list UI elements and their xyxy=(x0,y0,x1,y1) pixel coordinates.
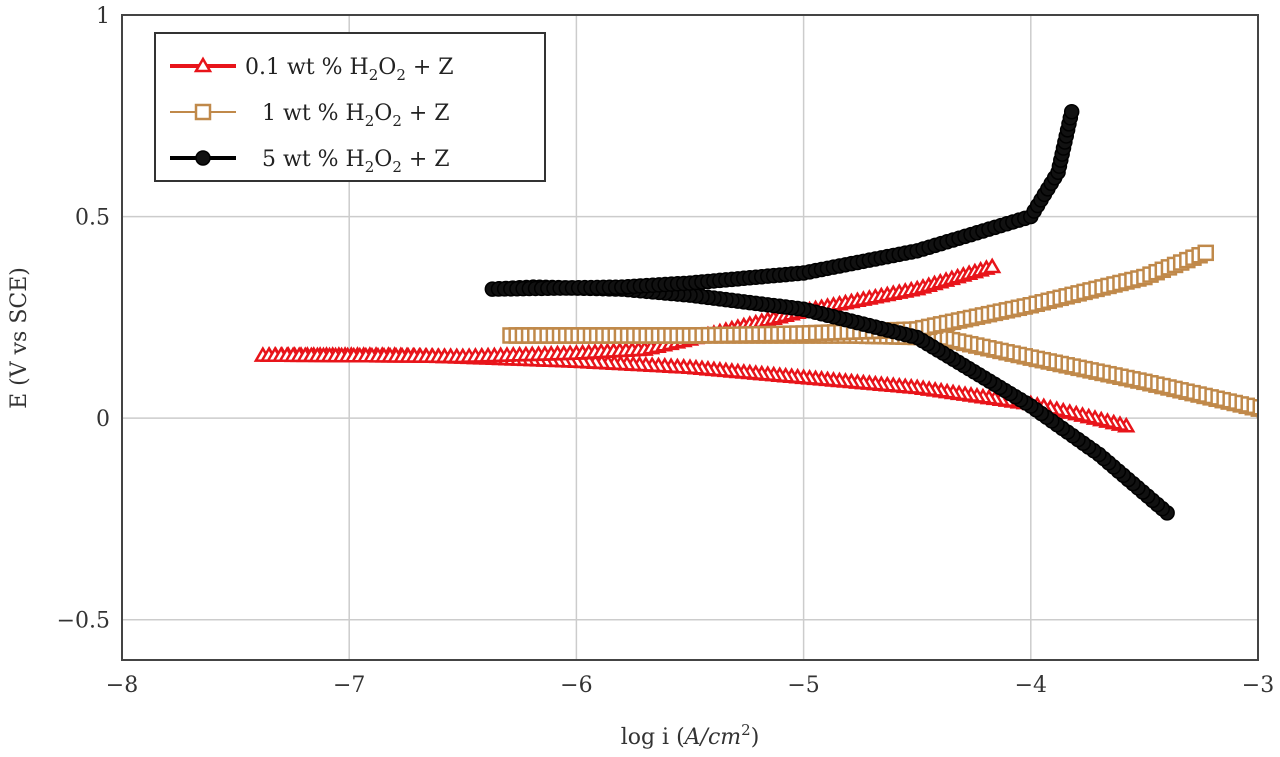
y-tick-label: 0 xyxy=(96,407,110,432)
legend-marker-icon xyxy=(193,56,213,73)
data-point-marker xyxy=(1063,104,1080,120)
legend-label: 1 wt % H2O2 + Z xyxy=(262,101,450,130)
legend-entry: 0.1 wt % H2O2 + Z xyxy=(170,55,454,84)
series-triangle xyxy=(253,257,1136,433)
legend-label: 0.1 wt % H2O2 + Z xyxy=(245,55,454,84)
x-tick-label: −7 xyxy=(333,673,365,698)
legend-marker-icon xyxy=(194,103,212,121)
legend-label: 5 wt % H2O2 + Z xyxy=(262,147,450,176)
legend-marker-icon xyxy=(195,150,211,166)
legend-entry: 1 wt % H2O2 + Z xyxy=(170,101,450,130)
x-tick-label: −5 xyxy=(787,673,819,698)
legend-entry: 5 wt % H2O2 + Z xyxy=(170,147,450,176)
x-tick-label: −4 xyxy=(1015,673,1047,698)
plot-frame xyxy=(121,14,1259,661)
y-axis-label: E (V vs SCE) xyxy=(7,267,32,409)
data-point-marker xyxy=(1256,401,1258,419)
series-layer xyxy=(253,104,1258,521)
y-tick-label: 0.5 xyxy=(75,206,110,231)
x-tick-label: −6 xyxy=(560,673,592,698)
legend: 0.1 wt % H2O2 + Z 1 wt % H2O2 + Z 5 wt % H… xyxy=(154,32,546,182)
x-axis-label: log i (A/cm2) xyxy=(621,721,760,750)
x-tick-label: −8 xyxy=(106,673,138,698)
series-circle xyxy=(484,104,1175,521)
data-point-marker xyxy=(982,257,1002,274)
data-point-marker xyxy=(1197,244,1214,262)
x-tick-label: −3 xyxy=(1242,673,1274,698)
tick-labels: −8 −7 −6 −5 −4 −3 −0.5 0 0.5 1 xyxy=(57,4,1275,698)
y-tick-label: −0.5 xyxy=(57,609,110,634)
y-tick-label: 1 xyxy=(96,4,110,29)
